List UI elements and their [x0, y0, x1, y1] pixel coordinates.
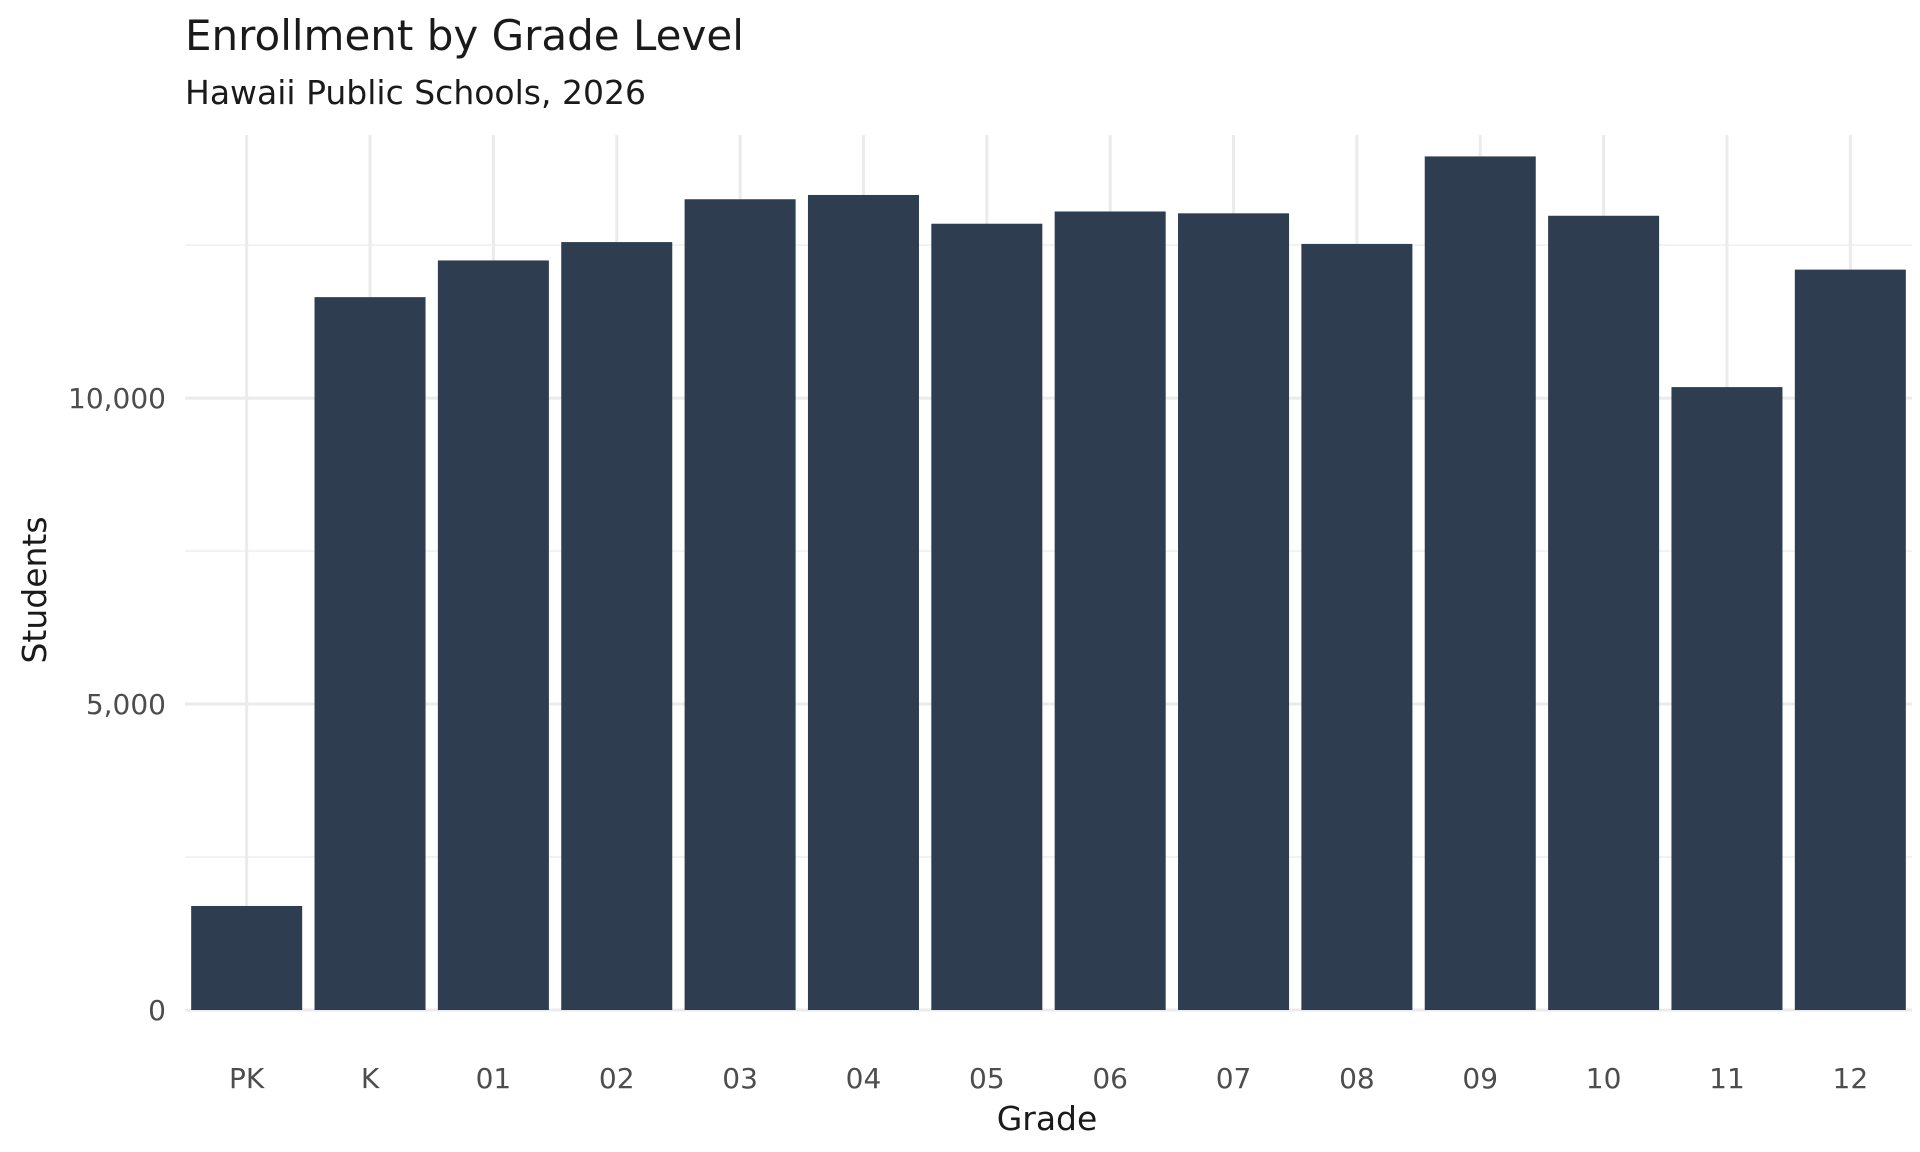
- x-tick-label: 12: [1833, 1062, 1869, 1095]
- bar-k: [314, 297, 426, 1010]
- bar-10: [1548, 215, 1660, 1010]
- x-tick-label: 08: [1339, 1062, 1375, 1095]
- y-tick-label: 10,000: [68, 382, 166, 415]
- y-axis-title: Students: [15, 516, 54, 663]
- chart-subtitle: Hawaii Public Schools, 2026: [185, 73, 646, 112]
- bar-06: [1054, 211, 1166, 1010]
- x-tick-label: 05: [969, 1062, 1005, 1095]
- x-tick-label: 07: [1216, 1062, 1252, 1095]
- x-axis-title: Grade: [997, 1099, 1098, 1138]
- x-tick-label: 11: [1709, 1062, 1745, 1095]
- x-tick-label: K: [361, 1062, 380, 1095]
- x-tick-label: 04: [846, 1062, 882, 1095]
- bar-04: [807, 194, 919, 1011]
- bar-08: [1301, 243, 1413, 1010]
- bar-01: [437, 260, 549, 1010]
- bar-pk: [191, 905, 303, 1010]
- bar-09: [1424, 156, 1536, 1010]
- x-tick-label: 03: [722, 1062, 758, 1095]
- bar-11: [1671, 387, 1783, 1010]
- y-tick-label: 5,000: [86, 688, 166, 721]
- x-tick-label: 10: [1586, 1062, 1622, 1095]
- x-axis-ticks: PK K 01 02 03 04 05 06 07 08 09 10 11 12: [229, 1062, 1868, 1095]
- y-tick-label: 0: [148, 994, 166, 1027]
- bar-03: [684, 199, 796, 1011]
- bar-12: [1794, 269, 1906, 1011]
- x-tick-label: PK: [229, 1062, 265, 1095]
- bar-07: [1178, 213, 1290, 1011]
- x-tick-label: 06: [1092, 1062, 1128, 1095]
- bars: [191, 156, 1906, 1011]
- x-tick-label: 01: [476, 1062, 512, 1095]
- y-axis-ticks: 0 5,000 10,000: [68, 382, 166, 1027]
- x-tick-label: 09: [1462, 1062, 1498, 1095]
- bar-05: [931, 223, 1043, 1011]
- chart-title: Enrollment by Grade Level: [185, 11, 744, 60]
- x-tick-label: 02: [599, 1062, 635, 1095]
- bar-02: [561, 242, 673, 1010]
